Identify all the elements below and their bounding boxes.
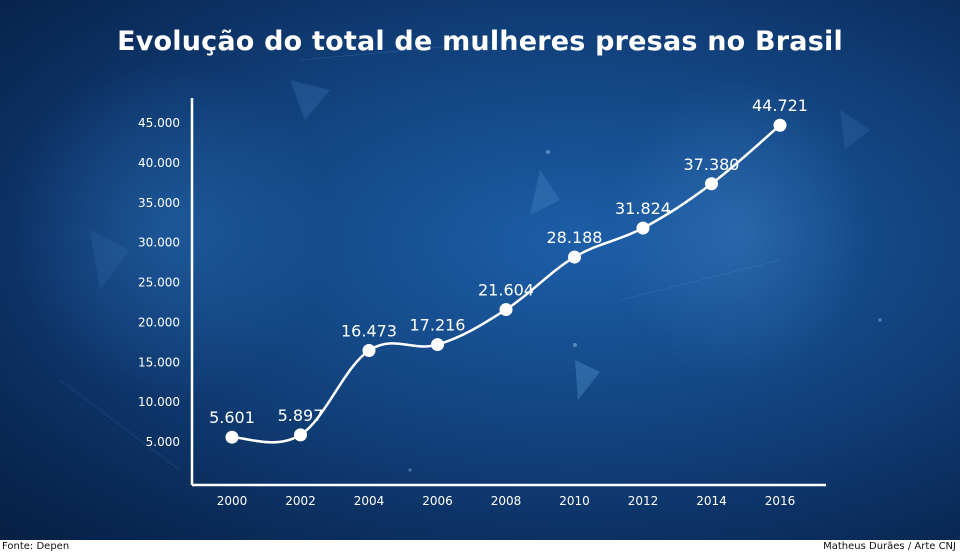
x-tick-label: 2008 xyxy=(491,494,522,508)
chart-title: Evolução do total de mulheres presas no … xyxy=(117,26,843,57)
data-label: 31.824 xyxy=(615,199,671,218)
data-label: 17.216 xyxy=(410,316,466,335)
data-point xyxy=(225,430,239,444)
y-tick-label: 40.000 xyxy=(138,156,180,170)
data-point xyxy=(773,118,787,132)
y-axis-ticks: 5.000 10.000 15.000 20.000 25.000 30.000 35.00… xyxy=(138,116,180,449)
source-note: Fonte: Depen xyxy=(2,541,70,552)
data-point xyxy=(431,338,444,352)
data-point xyxy=(705,177,718,191)
y-tick-label: 10.000 xyxy=(138,395,180,409)
data-points xyxy=(225,118,787,444)
y-tick-label: 5.000 xyxy=(146,435,180,449)
footer: Fonte: Depen Matheus Durães / Arte CNJ xyxy=(0,540,960,553)
data-label: 5.601 xyxy=(209,408,255,427)
data-point xyxy=(362,344,376,358)
x-tick-label: 2000 xyxy=(217,494,248,508)
data-label: 5.897 xyxy=(278,406,324,425)
x-tick-label: 2014 xyxy=(696,494,727,508)
data-point xyxy=(499,303,513,317)
y-tick-label: 15.000 xyxy=(138,355,180,369)
y-tick-label: 20.000 xyxy=(138,315,180,329)
data-point xyxy=(636,221,650,235)
data-label: 44.721 xyxy=(752,96,808,115)
data-point xyxy=(568,250,581,264)
x-tick-label: 2016 xyxy=(765,494,796,508)
axes xyxy=(190,98,826,487)
data-label: 16.473 xyxy=(341,322,397,341)
y-tick-label: 45.000 xyxy=(138,116,180,130)
data-point xyxy=(294,428,307,442)
chart-canvas: Evolução do total de mulheres presas no … xyxy=(0,0,960,540)
credit-note: Matheus Durães / Arte CNJ xyxy=(823,541,956,552)
y-tick-label: 30.000 xyxy=(138,236,180,250)
x-tick-label: 2006 xyxy=(422,494,453,508)
data-label: 21.604 xyxy=(478,281,534,300)
x-tick-label: 2012 xyxy=(628,494,659,508)
line-chart: 5.000 10.000 15.000 20.000 25.000 30.000 35.00… xyxy=(0,0,960,540)
y-tick-label: 25.000 xyxy=(138,276,180,290)
data-label: 28.188 xyxy=(547,228,603,247)
data-label: 37.380 xyxy=(684,155,740,174)
x-tick-label: 2002 xyxy=(285,494,316,508)
x-tick-label: 2010 xyxy=(559,494,590,508)
data-labels: 5.601 5.897 16.473 17.216 21.604 28.188 31.824… xyxy=(209,96,808,427)
x-tick-label: 2004 xyxy=(354,494,385,508)
x-axis-ticks: 2000 2002 2004 2006 2008 2010 2012 2014 2016 xyxy=(217,494,796,508)
y-tick-label: 35.000 xyxy=(138,196,180,210)
